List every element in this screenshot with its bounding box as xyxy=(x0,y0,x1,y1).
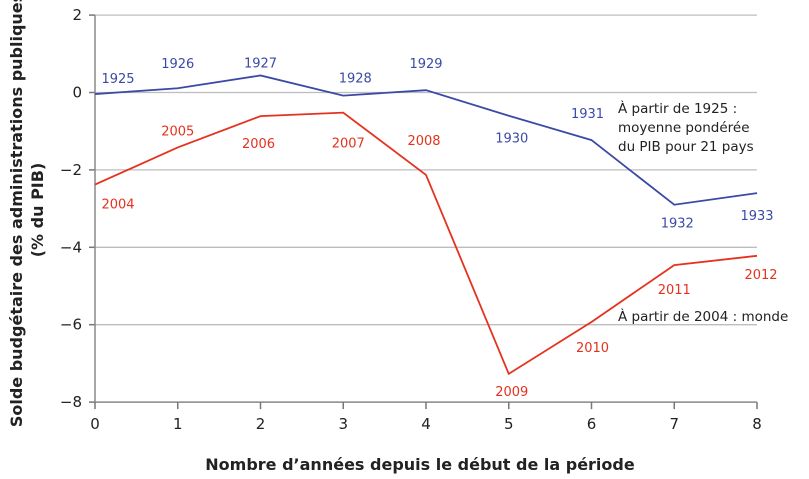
axes: 2 0 −2 −4 −6 −8 0 1 2 3 4 5 6 7 8 xyxy=(60,6,762,433)
series-line-1 xyxy=(94,111,758,376)
y-tick-label: −8 xyxy=(60,393,82,411)
x-tick-label: 4 xyxy=(421,415,431,433)
point-label: 1929 xyxy=(409,57,442,72)
series-annotation: du PIB pour 21 pays xyxy=(618,139,754,155)
series-annotation: À partir de 1925 : xyxy=(618,100,737,117)
x-tick-label: 1 xyxy=(173,415,183,433)
point-label: 2008 xyxy=(407,134,440,149)
point-label: 2009 xyxy=(495,385,528,400)
point-label: 1931 xyxy=(571,107,604,122)
point-label: 2004 xyxy=(101,198,134,213)
point-label: 1925 xyxy=(101,72,134,87)
y-axis-label-line2: (% du PIB) xyxy=(28,163,47,258)
point-labels: 1925 1926 1927 1928 1929 1930 1931 1932 1933 2004… xyxy=(101,56,777,399)
x-tick-label: 0 xyxy=(90,415,100,433)
point-label: 1927 xyxy=(244,56,277,71)
y-tick-label: −2 xyxy=(60,161,82,179)
point-label: 1926 xyxy=(161,57,194,72)
x-tick-label: 7 xyxy=(669,415,679,433)
x-tick-label: 6 xyxy=(587,415,597,433)
point-label: 2011 xyxy=(658,283,691,298)
point-label: 2012 xyxy=(744,268,777,283)
y-axis-label-line1: Solde budgétaire des administrations pub… xyxy=(7,0,26,427)
point-label: 2005 xyxy=(161,124,194,139)
x-tick-label: 5 xyxy=(504,415,514,433)
point-label: 2006 xyxy=(242,137,275,152)
point-label: 1932 xyxy=(661,217,694,232)
y-tick-label: −6 xyxy=(60,316,82,334)
point-label: 2010 xyxy=(576,341,609,356)
x-tick-label: 3 xyxy=(338,415,348,433)
series-annotation: À partir de 2004 : monde xyxy=(618,308,788,325)
point-label: 1928 xyxy=(339,72,372,87)
series-group xyxy=(94,74,758,376)
x-tick-label: 2 xyxy=(256,415,266,433)
series-annotation: moyenne pondérée xyxy=(618,120,750,136)
y-tick-label: 2 xyxy=(72,6,82,24)
y-tick-label: −4 xyxy=(60,238,82,256)
gridlines xyxy=(95,14,757,326)
x-tick-label: 8 xyxy=(752,415,762,433)
point-label: 1933 xyxy=(740,209,773,224)
x-axis-label: Nombre d’années depuis le début de la pé… xyxy=(205,455,635,474)
series-line-0 xyxy=(94,74,758,206)
y-tick-label: 0 xyxy=(72,84,82,102)
point-label: 2007 xyxy=(332,137,365,152)
annotations: À partir de 1925 : moyenne pondérée du PIB… xyxy=(618,100,788,325)
point-label: 1930 xyxy=(495,132,528,147)
